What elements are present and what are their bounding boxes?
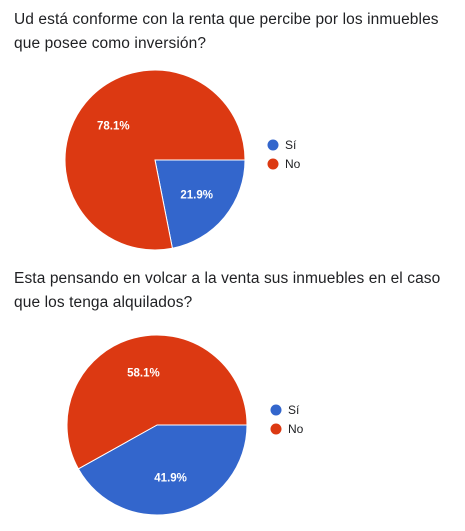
pie-chart-2: 41.9% 58.1% Sí No bbox=[66, 334, 304, 516]
pie-data-label: 41.9% bbox=[154, 472, 187, 484]
legend-label: Sí bbox=[285, 138, 297, 152]
legend-label: Sí bbox=[288, 403, 300, 417]
question-2-title: Esta pensando en volcar a la venta sus i… bbox=[14, 270, 441, 311]
legend-marker bbox=[270, 423, 282, 435]
pie-slice-s bbox=[77, 424, 248, 516]
pie-slice-s bbox=[154, 159, 246, 249]
legend-label: No bbox=[285, 157, 301, 171]
pie-data-label: 21.9% bbox=[180, 189, 213, 201]
pie-chart-1: 21.9% 78.1% Sí No bbox=[64, 70, 301, 251]
legend-label: No bbox=[288, 422, 304, 436]
pie-data-label: 78.1% bbox=[97, 121, 130, 133]
legend-marker bbox=[267, 139, 279, 151]
pie-slice-no bbox=[64, 70, 246, 251]
pie-data-label: 58.1% bbox=[127, 368, 160, 380]
legend-marker bbox=[270, 404, 282, 416]
question-1-title: Ud está conforme con la renta que percib… bbox=[14, 11, 439, 52]
legend-marker bbox=[267, 158, 279, 170]
pie-slice-no bbox=[66, 334, 248, 470]
